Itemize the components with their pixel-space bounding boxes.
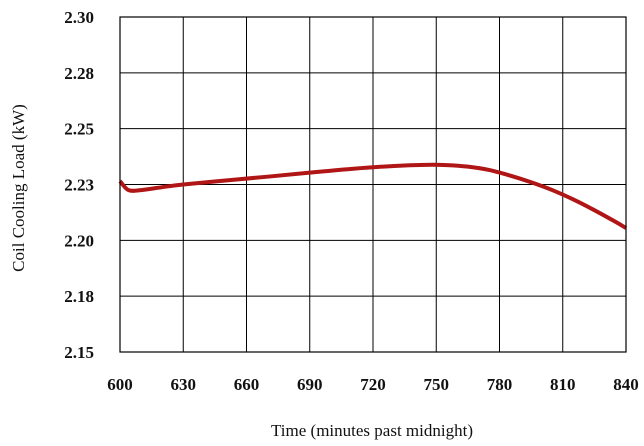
series-line	[118, 162, 628, 230]
plot-frame	[119, 16, 627, 353]
y-tick-label: 2.23	[64, 176, 94, 195]
plot-area-border	[119, 16, 627, 353]
series-layer	[118, 162, 628, 230]
x-tick-label: 600	[107, 375, 133, 394]
y-tick-label: 2.28	[64, 64, 94, 83]
y-axis-title: Coil Cooling Load (kW)	[9, 104, 28, 272]
x-axis-title: Time (minutes past midnight)	[271, 421, 473, 440]
y-tick-label: 2.20	[64, 231, 94, 250]
x-tick-label: 690	[297, 375, 323, 394]
y-tick-label: 2.18	[64, 287, 94, 306]
x-tick-label: 630	[171, 375, 197, 394]
x-tick-labels: 600 630 660 690 720 750 780 810 840	[107, 375, 639, 394]
x-tick-label: 660	[234, 375, 260, 394]
x-tick-label: 780	[487, 375, 513, 394]
y-tick-label: 2.15	[64, 343, 94, 362]
x-tick-label: 810	[550, 375, 576, 394]
y-tick-labels: 2.15 2.18 2.20 2.23 2.25 2.28 2.30	[64, 8, 94, 362]
y-tick-label: 2.25	[64, 120, 94, 139]
x-tick-label: 750	[424, 375, 450, 394]
x-tick-label: 840	[613, 375, 639, 394]
x-tick-label: 720	[360, 375, 386, 394]
y-tick-label: 2.30	[64, 8, 94, 27]
